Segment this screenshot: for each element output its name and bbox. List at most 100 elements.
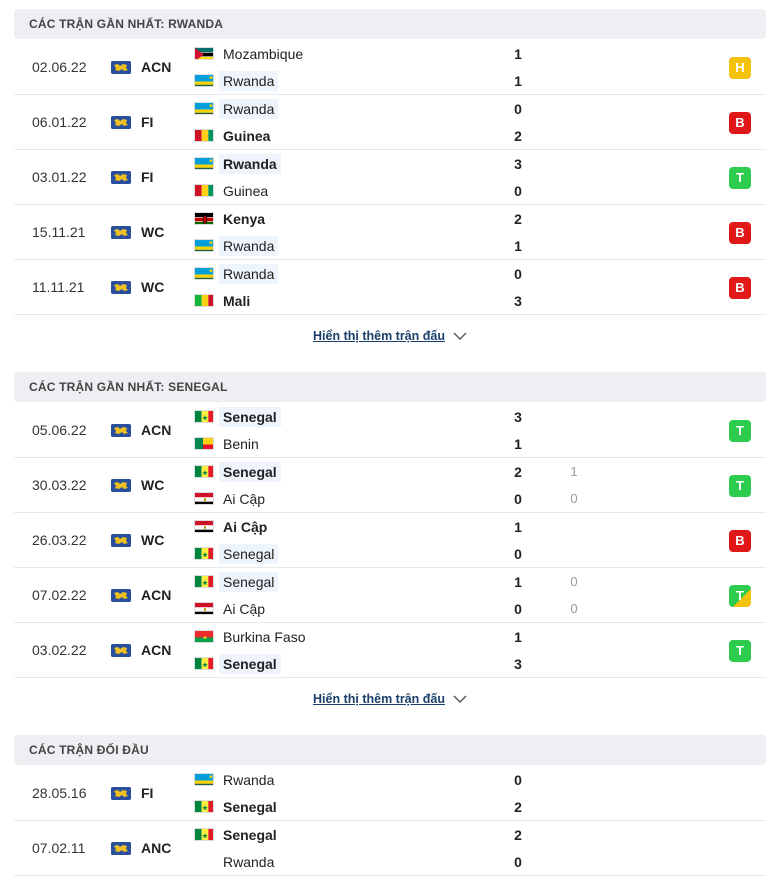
match-date: 03.02.22 <box>32 642 87 658</box>
competition-icon <box>111 226 131 239</box>
competition-icon <box>111 644 131 657</box>
match-row[interactable]: 05.06.22 ACN Senegal Benin 3 1 T <box>14 403 766 458</box>
home-score: 1 <box>514 629 522 645</box>
section-header: CÁC TRẬN GẦN NHẤT: SENEGAL <box>14 372 766 402</box>
competition-icon <box>111 424 131 437</box>
home-team[interactable]: Senegal <box>194 572 514 592</box>
home-team-name: Ai Cập <box>223 519 268 535</box>
away-score: 0 <box>514 491 522 507</box>
home-team[interactable]: Senegal <box>194 825 514 845</box>
show-more-link[interactable]: Hiển thị thêm trận đấu <box>14 692 766 712</box>
away-halftime-score <box>564 797 584 817</box>
home-team[interactable]: Ai Cập <box>194 517 514 537</box>
competition-code: ACN <box>141 642 172 658</box>
home-team[interactable]: Senegal <box>194 462 514 482</box>
home-halftime-score <box>564 517 584 537</box>
away-team-name: Rwanda <box>219 236 279 256</box>
result-badge: T <box>729 420 751 442</box>
home-halftime-score: 0 <box>570 574 578 589</box>
home-halftime-score <box>564 154 584 174</box>
competition-code: ACN <box>141 59 172 75</box>
away-flag-icon <box>194 239 214 252</box>
match-row[interactable]: 07.02.11 ANC Senegal Rwanda 2 0 <box>14 821 766 876</box>
match-row[interactable]: 07.02.22 ACN Senegal Ai Cập 1 0 0 0 T <box>14 568 766 623</box>
home-team[interactable]: Burkina Faso <box>194 627 514 647</box>
show-more-link[interactable]: Hiển thị thêm trận đấu <box>14 329 766 349</box>
home-team[interactable]: Senegal <box>194 407 514 427</box>
home-team-name: Rwanda <box>223 772 275 788</box>
competition-code: FI <box>141 169 154 185</box>
home-flag-icon <box>194 157 214 170</box>
home-team[interactable]: Rwanda <box>194 264 514 284</box>
match-date: 07.02.22 <box>32 587 87 603</box>
competition-code: WC <box>141 532 165 548</box>
competition-code: FI <box>141 785 154 801</box>
result-badge: T <box>729 585 751 607</box>
away-team[interactable]: Senegal <box>194 654 514 674</box>
home-team[interactable]: Mozambique <box>194 44 514 64</box>
away-team[interactable]: Senegal <box>194 544 514 564</box>
competition-code: FI <box>141 114 154 130</box>
away-flag-icon <box>194 855 214 868</box>
section-header: CÁC TRẬN GẦN NHẤT: RWANDA <box>14 9 766 39</box>
result-badge: T <box>729 475 751 497</box>
home-score: 2 <box>514 464 522 480</box>
away-team[interactable]: Guinea <box>194 181 514 201</box>
chevron-down-icon[interactable] <box>453 693 467 707</box>
away-team[interactable]: Rwanda <box>194 71 514 91</box>
away-score: 1 <box>514 436 522 452</box>
competition-code: ACN <box>141 587 172 603</box>
home-flag-icon <box>194 47 214 60</box>
match-date: 26.03.22 <box>32 532 87 548</box>
away-team[interactable]: Mali <box>194 291 514 311</box>
home-flag-icon <box>194 212 214 225</box>
away-flag-icon <box>194 800 214 813</box>
competition-code: WC <box>141 279 165 295</box>
away-team-name: Guinea <box>223 183 269 199</box>
home-team[interactable]: Rwanda <box>194 770 514 790</box>
competition-code: WC <box>141 224 165 240</box>
match-row[interactable]: 26.03.22 WC Ai Cập Senegal 1 0 B <box>14 513 766 568</box>
match-row[interactable]: 02.06.22 ACN Mozambique Rwanda 1 1 H <box>14 40 766 95</box>
away-team[interactable]: Rwanda <box>194 852 514 872</box>
result-badge: B <box>729 277 751 299</box>
away-team[interactable]: Ai Cập <box>194 489 514 509</box>
away-halftime-score <box>564 71 584 91</box>
home-flag-icon <box>194 773 214 786</box>
away-team[interactable]: Senegal <box>194 797 514 817</box>
chevron-down-icon[interactable] <box>453 330 467 344</box>
match-row[interactable]: 06.01.22 FI Rwanda Guinea 0 2 B <box>14 95 766 150</box>
away-flag-icon <box>194 657 214 670</box>
away-team-name: Ai Cập <box>223 601 266 617</box>
home-team-name: Senegal <box>223 827 277 843</box>
away-team-name: Rwanda <box>223 854 275 870</box>
away-team-name: Senegal <box>223 799 277 815</box>
away-flag-icon <box>194 547 214 560</box>
show-more-label[interactable]: Hiển thị thêm trận đấu <box>313 692 445 706</box>
match-row[interactable]: 30.03.22 WC Senegal Ai Cập 2 0 1 0 T <box>14 458 766 513</box>
home-halftime-score <box>564 770 584 790</box>
home-flag-icon <box>194 630 214 643</box>
match-row[interactable]: 28.05.16 FI Rwanda Senegal 0 2 <box>14 766 766 821</box>
home-flag-icon <box>194 828 214 841</box>
away-score: 1 <box>514 73 522 89</box>
away-halftime-score <box>564 434 584 454</box>
match-row[interactable]: 03.02.22 ACN Burkina Faso Senegal 1 3 T <box>14 623 766 678</box>
away-team[interactable]: Benin <box>194 434 514 454</box>
home-team[interactable]: Kenya <box>194 209 514 229</box>
match-row[interactable]: 11.11.21 WC Rwanda Mali 0 3 B <box>14 260 766 315</box>
away-flag-icon <box>194 129 214 142</box>
home-team[interactable]: Rwanda <box>194 154 514 174</box>
competition-icon <box>111 589 131 602</box>
match-row[interactable]: 15.11.21 WC Kenya Rwanda 2 1 B <box>14 205 766 260</box>
away-team[interactable]: Rwanda <box>194 236 514 256</box>
show-more-label[interactable]: Hiển thị thêm trận đấu <box>313 329 445 343</box>
home-team[interactable]: Rwanda <box>194 99 514 119</box>
competition-icon <box>111 116 131 129</box>
home-team-name: Rwanda <box>219 154 281 174</box>
away-team[interactable]: Ai Cập <box>194 599 514 619</box>
match-row[interactable]: 03.01.22 FI Rwanda Guinea 3 0 T <box>14 150 766 205</box>
away-team[interactable]: Guinea <box>194 126 514 146</box>
match-date: 28.05.16 <box>32 785 87 801</box>
home-halftime-score <box>564 264 584 284</box>
